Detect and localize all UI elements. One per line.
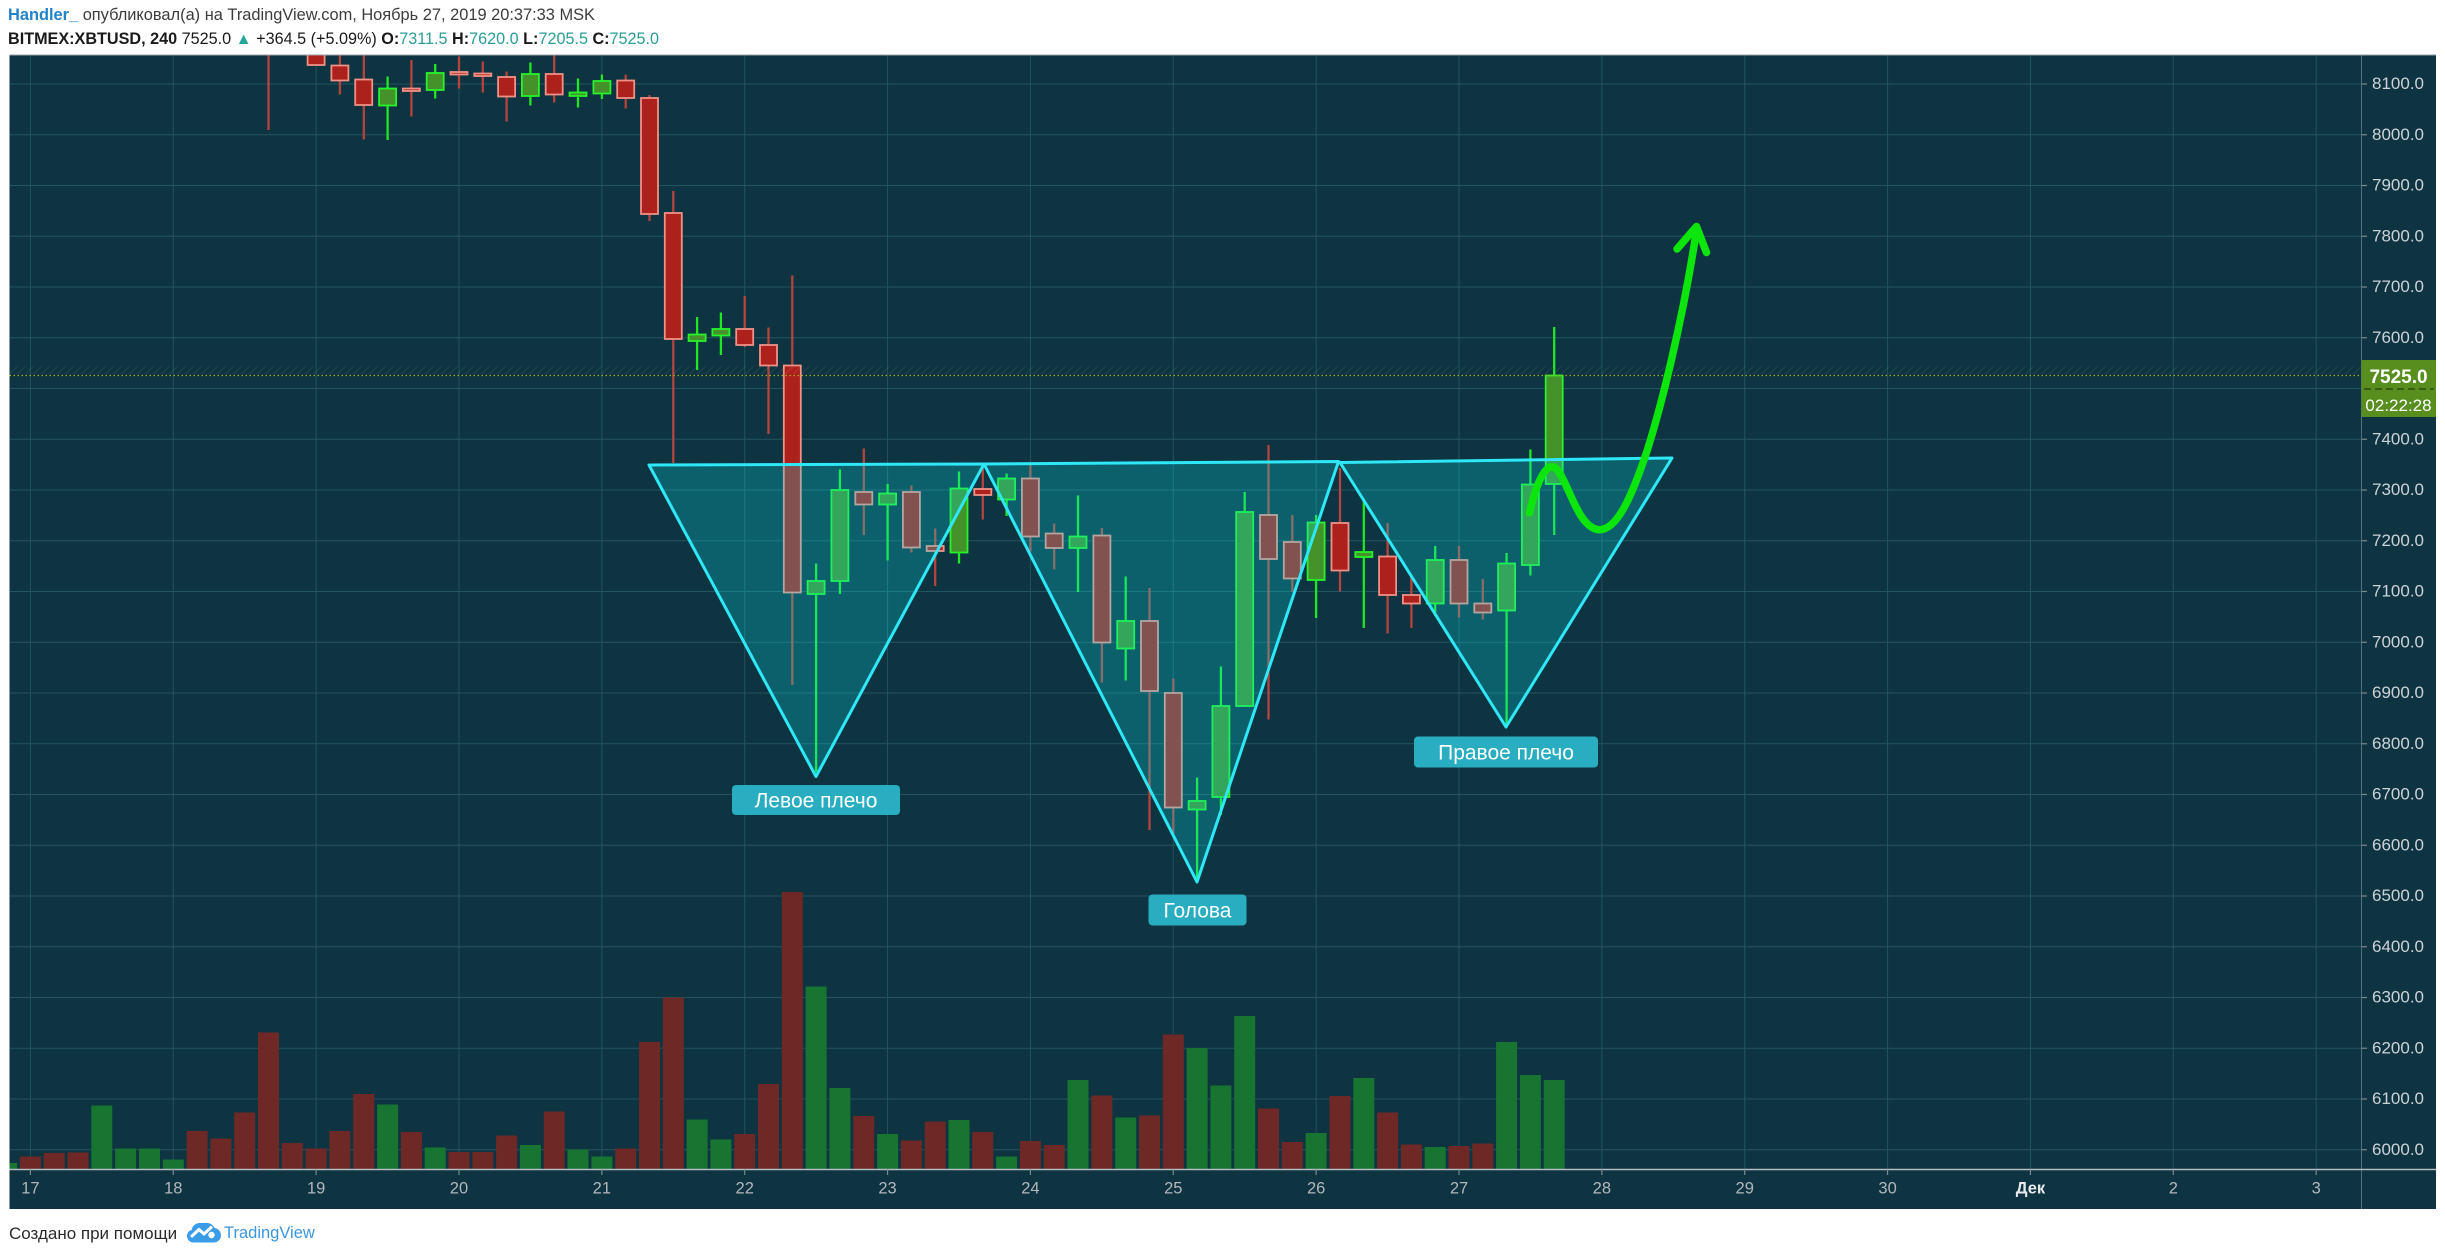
svg-text:20: 20: [450, 1180, 468, 1198]
svg-text:7600.0: 7600.0: [2372, 328, 2424, 347]
svg-text:28: 28: [1593, 1180, 1611, 1198]
svg-text:23: 23: [878, 1180, 896, 1198]
svg-text:3: 3: [2312, 1180, 2321, 1198]
svg-text:6200.0: 6200.0: [2372, 1038, 2424, 1057]
svg-text:7700.0: 7700.0: [2372, 277, 2424, 296]
svg-text:6800.0: 6800.0: [2372, 734, 2424, 753]
svg-text:7400.0: 7400.0: [2372, 429, 2424, 448]
svg-text:24: 24: [1021, 1180, 1039, 1198]
svg-text:19: 19: [307, 1180, 325, 1198]
svg-text:6600.0: 6600.0: [2372, 835, 2424, 854]
svg-text:2: 2: [2169, 1180, 2178, 1198]
svg-text:6300.0: 6300.0: [2372, 988, 2424, 1007]
svg-text:7300.0: 7300.0: [2372, 480, 2424, 499]
svg-text:22: 22: [736, 1180, 754, 1198]
svg-text:7000.0: 7000.0: [2372, 632, 2424, 651]
svg-text:17: 17: [21, 1180, 39, 1198]
svg-text:6700.0: 6700.0: [2372, 785, 2424, 804]
svg-text:30: 30: [1878, 1180, 1896, 1198]
svg-text:02:22:28: 02:22:28: [2365, 396, 2431, 415]
svg-text:6400.0: 6400.0: [2372, 937, 2424, 956]
svg-text:Дек: Дек: [2016, 1180, 2046, 1198]
svg-text:29: 29: [1736, 1180, 1754, 1198]
svg-text:7800.0: 7800.0: [2372, 226, 2424, 245]
svg-text:7100.0: 7100.0: [2372, 582, 2424, 601]
svg-text:8000.0: 8000.0: [2372, 125, 2424, 144]
svg-text:26: 26: [1307, 1180, 1325, 1198]
svg-text:6000.0: 6000.0: [2372, 1140, 2424, 1159]
svg-text:6100.0: 6100.0: [2372, 1089, 2424, 1108]
svg-text:Правое плечо: Правое плечо: [1438, 741, 1574, 764]
svg-text:7525.0: 7525.0: [2369, 367, 2427, 388]
svg-text:Левое плечо: Левое плечо: [755, 789, 878, 812]
svg-text:25: 25: [1164, 1180, 1182, 1198]
svg-text:8100.0: 8100.0: [2372, 74, 2424, 93]
svg-text:Голова: Голова: [1164, 899, 1232, 922]
svg-text:18: 18: [164, 1180, 182, 1198]
svg-text:7900.0: 7900.0: [2372, 176, 2424, 195]
svg-text:21: 21: [593, 1180, 611, 1198]
svg-text:6500.0: 6500.0: [2372, 886, 2424, 905]
svg-text:27: 27: [1450, 1180, 1468, 1198]
svg-text:7200.0: 7200.0: [2372, 531, 2424, 550]
svg-text:6900.0: 6900.0: [2372, 683, 2424, 702]
